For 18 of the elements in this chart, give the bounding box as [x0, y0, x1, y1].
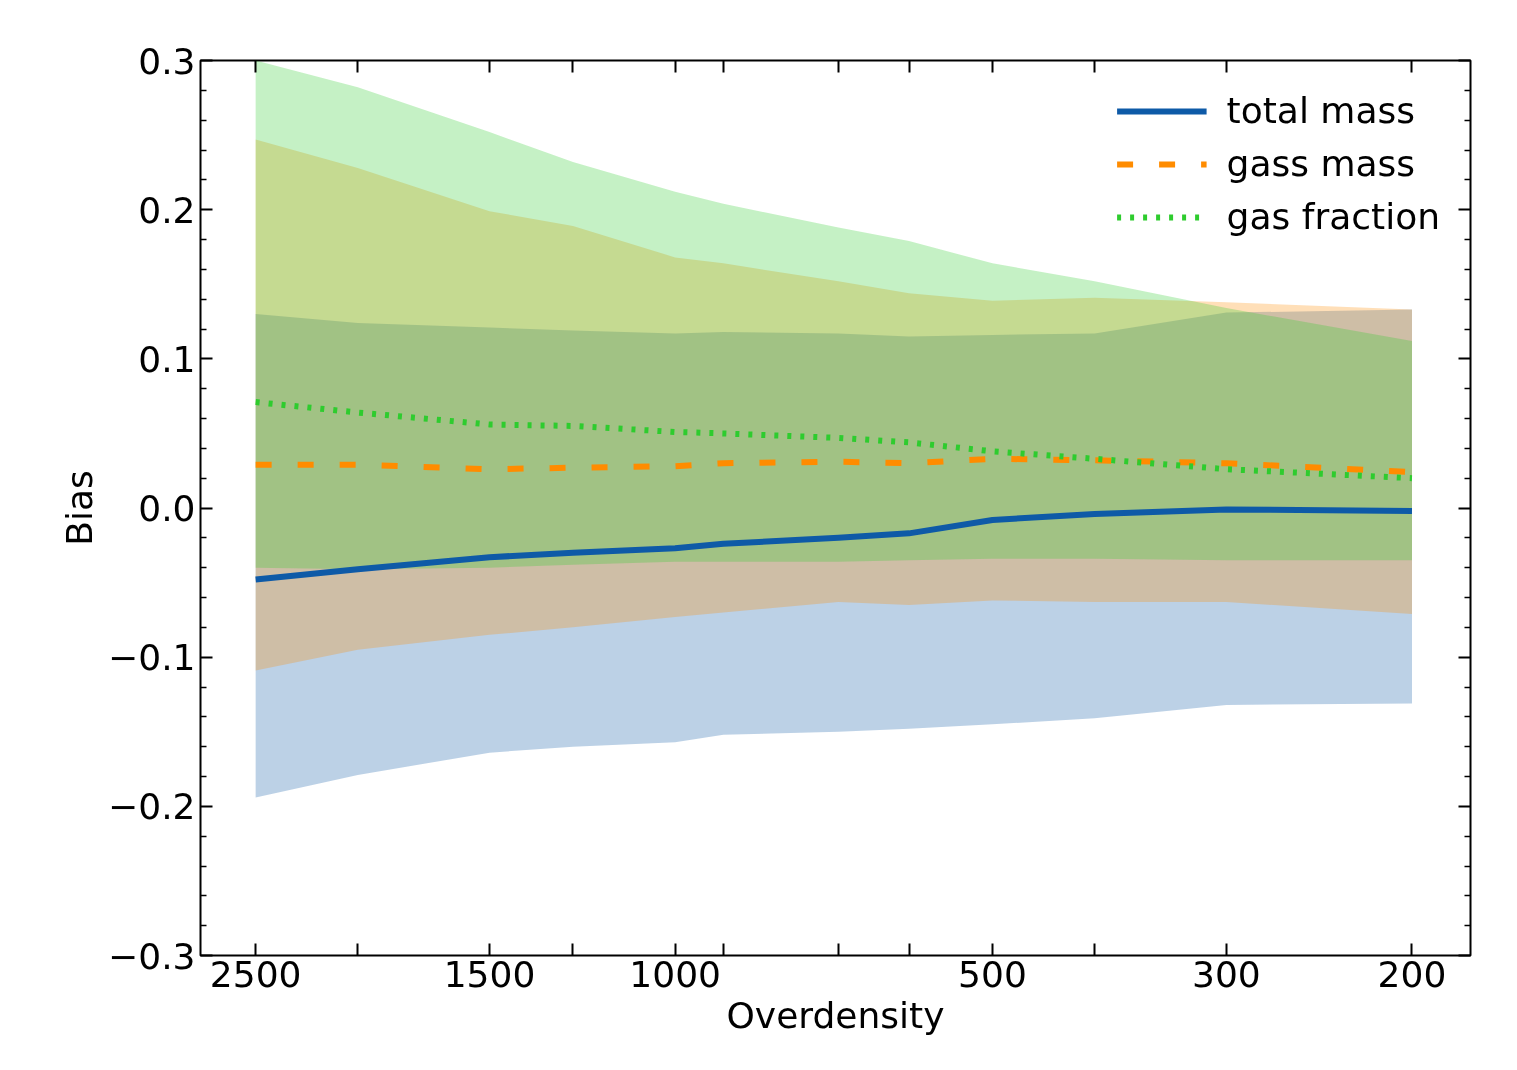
- y-tick-label: 0.0: [138, 488, 196, 529]
- y-tick-label: 0.3: [138, 40, 196, 82]
- x-tick-label: 300: [1191, 953, 1261, 995]
- y-tick-label: 0.2: [138, 189, 196, 231]
- y-axis-title: Bias: [59, 470, 101, 546]
- x-tick-label: 200: [1377, 953, 1447, 995]
- y-tick-label: 0.1: [138, 338, 196, 380]
- y-tick-label: −0.3: [108, 935, 196, 977]
- x-axis-title: Overdensity: [726, 994, 945, 1036]
- legend-label: gas fraction: [1226, 196, 1440, 237]
- y-tick-label: −0.1: [108, 637, 196, 679]
- x-tick-label: 1000: [629, 953, 721, 995]
- x-tick-label: 500: [958, 953, 1027, 995]
- legend-label: gass mass: [1226, 143, 1416, 184]
- x-tick-label: 1500: [443, 953, 536, 995]
- x-tick-label: 2500: [209, 953, 302, 995]
- legend-label: total mass: [1226, 90, 1415, 131]
- y-tick-label: −0.2: [108, 786, 196, 828]
